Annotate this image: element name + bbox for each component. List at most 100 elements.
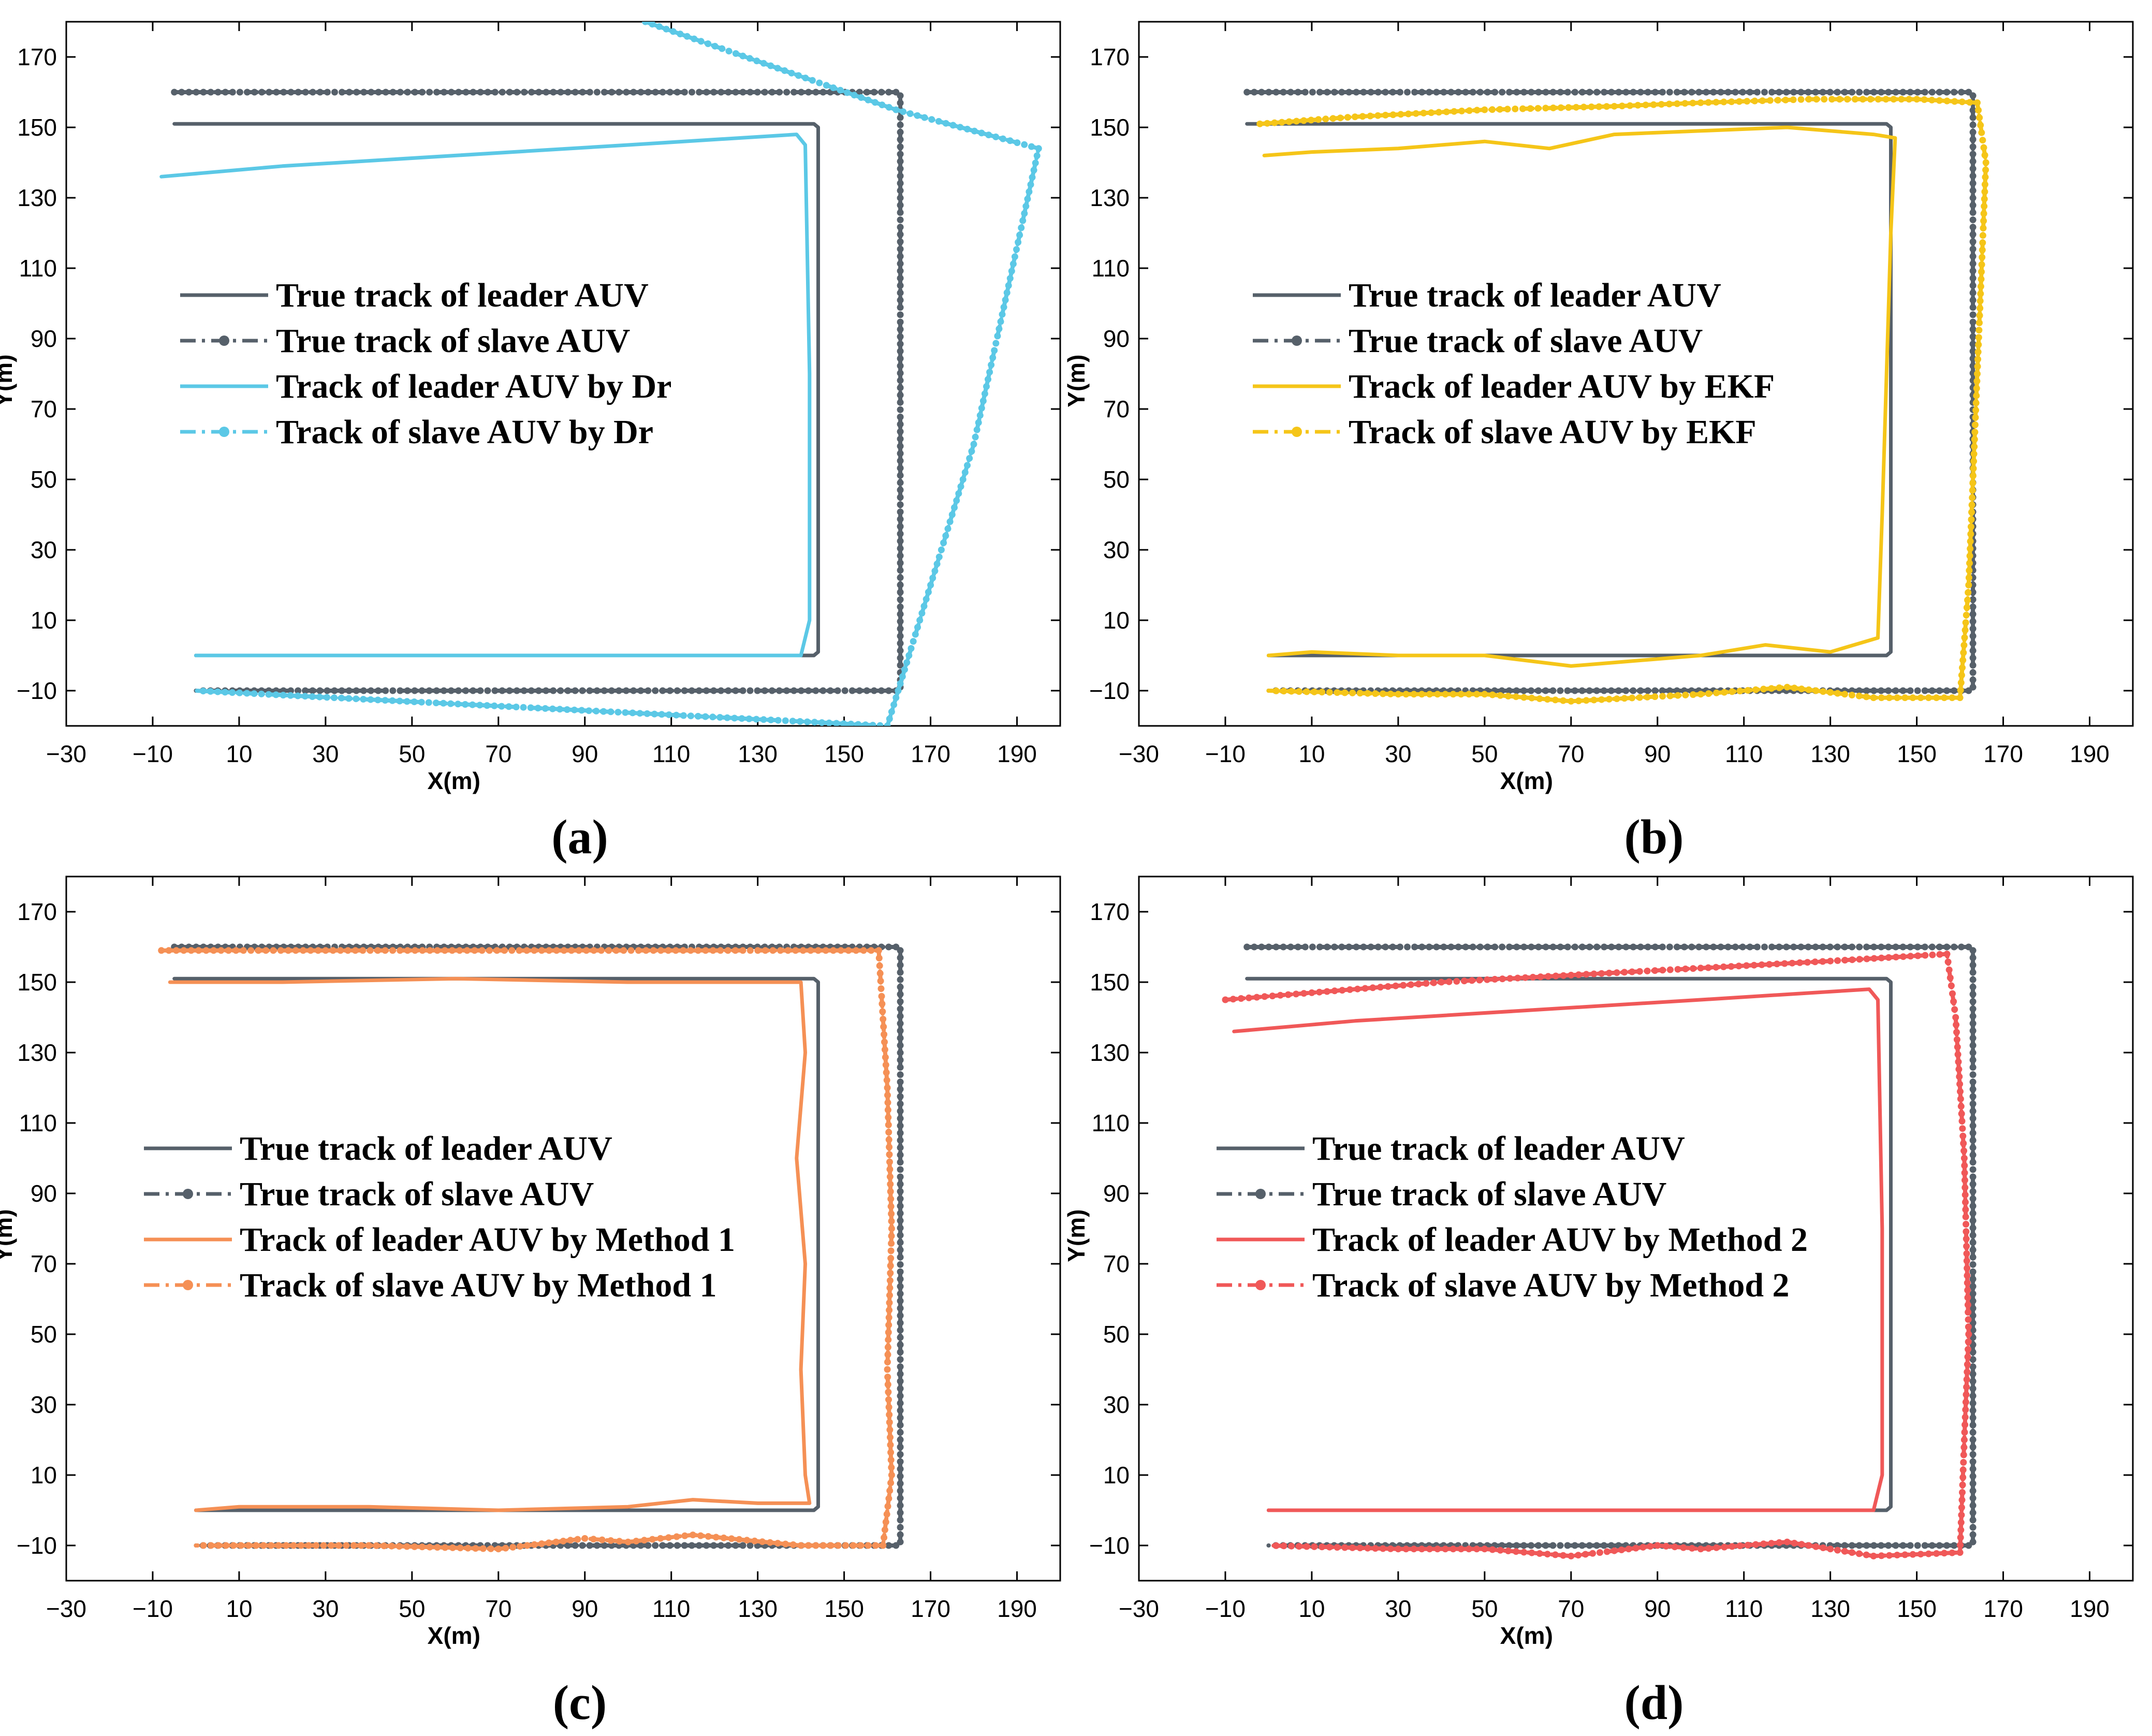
- series-marker: [897, 961, 904, 969]
- series-marker: [1761, 943, 1768, 951]
- series-marker: [1969, 1276, 1977, 1282]
- series-marker: [309, 693, 316, 700]
- series-marker: [1603, 103, 1610, 110]
- x-tick-label: 50: [1471, 1595, 1498, 1622]
- series-marker: [888, 1464, 895, 1471]
- series-marker: [897, 947, 904, 954]
- series-marker: [762, 947, 769, 954]
- series-marker: [484, 702, 491, 709]
- series-marker: [1603, 1548, 1611, 1555]
- series-marker: [946, 518, 954, 526]
- series-marker: [819, 89, 827, 96]
- series-line-2: [1262, 125, 1897, 668]
- series-marker: [897, 282, 904, 289]
- series-marker: [897, 545, 904, 552]
- series-marker: [1018, 224, 1025, 231]
- series-marker: [1551, 696, 1559, 704]
- series-marker: [624, 1538, 632, 1545]
- series-marker: [1593, 687, 1600, 694]
- series-marker: [1713, 689, 1720, 696]
- series-marker: [649, 1536, 656, 1543]
- series-marker: [1964, 1294, 1971, 1301]
- series-marker: [790, 687, 798, 694]
- y-tick-label: 170: [17, 898, 57, 925]
- series-marker: [732, 89, 739, 96]
- series-marker: [897, 1217, 904, 1224]
- series-marker: [1901, 694, 1909, 702]
- series-marker: [1443, 108, 1450, 115]
- series-marker: [1681, 943, 1688, 951]
- series-marker: [1021, 210, 1028, 217]
- series-marker: [1300, 117, 1307, 124]
- series-marker: [1797, 943, 1805, 951]
- series-marker: [768, 89, 775, 96]
- series-marker: [1658, 101, 1665, 108]
- series-marker: [448, 687, 455, 694]
- series-marker: [1834, 943, 1841, 951]
- series-marker: [215, 1542, 222, 1549]
- series-marker: [1907, 89, 1914, 96]
- y-tick-label: 30: [1103, 1391, 1130, 1418]
- series-marker: [886, 1285, 894, 1291]
- series-marker: [1011, 253, 1018, 260]
- series-marker: [884, 1351, 891, 1358]
- series-marker: [633, 1538, 640, 1544]
- series-marker: [495, 1545, 502, 1553]
- series-marker: [905, 652, 913, 659]
- series-marker: [614, 709, 622, 716]
- series-marker: [178, 89, 185, 96]
- series-marker: [1921, 96, 1928, 103]
- series-marker: [1886, 1552, 1893, 1559]
- series-marker: [1979, 254, 1986, 261]
- series-marker: [1489, 106, 1496, 113]
- series-marker: [897, 1232, 904, 1239]
- x-tick-label: 70: [1558, 1595, 1584, 1622]
- series-marker: [732, 1542, 739, 1549]
- series-marker: [897, 1122, 904, 1129]
- series-marker: [1957, 1088, 1964, 1095]
- series-marker: [238, 1542, 244, 1549]
- series-marker: [1520, 687, 1527, 694]
- series-marker: [807, 947, 814, 954]
- series-marker: [897, 289, 904, 297]
- series-marker: [1440, 89, 1447, 96]
- series-marker: [1027, 181, 1034, 188]
- y-axis-label: Y(m): [0, 354, 17, 407]
- series-marker: [1519, 105, 1526, 112]
- series-marker: [1969, 1056, 1977, 1063]
- series-marker: [1790, 89, 1797, 96]
- series-marker: [1969, 187, 1977, 194]
- series-marker: [1505, 1542, 1513, 1549]
- series-marker: [1309, 89, 1316, 96]
- series-marker: [1878, 1552, 1885, 1559]
- series-marker: [812, 89, 819, 96]
- series-marker: [1753, 943, 1761, 951]
- series-marker: [607, 708, 614, 716]
- series-marker: [680, 947, 687, 954]
- series-marker: [718, 1542, 725, 1549]
- series-marker: [1462, 89, 1469, 96]
- series-line-2: [159, 133, 812, 658]
- series-marker: [928, 116, 935, 123]
- series-marker: [1535, 943, 1542, 951]
- series-marker: [897, 990, 904, 998]
- series-marker: [1008, 268, 1015, 275]
- series-marker: [1458, 107, 1466, 114]
- series-marker: [1936, 89, 1943, 96]
- x-tick-label: 90: [572, 1595, 598, 1622]
- series-marker: [287, 687, 295, 694]
- series-marker: [1647, 1543, 1654, 1550]
- series-marker: [200, 1542, 207, 1549]
- series-marker: [1364, 690, 1371, 697]
- series-marker: [280, 89, 287, 96]
- series-marker: [1917, 1551, 1924, 1558]
- series-marker: [1969, 143, 1977, 150]
- series-marker: [1943, 951, 1951, 958]
- series-marker: [731, 714, 738, 722]
- series-marker: [1921, 89, 1928, 96]
- series-marker: [856, 89, 863, 96]
- series-marker: [1339, 987, 1346, 994]
- x-tick-label: 170: [1983, 1595, 2023, 1622]
- series-marker: [812, 687, 819, 694]
- series-marker: [1980, 144, 1987, 151]
